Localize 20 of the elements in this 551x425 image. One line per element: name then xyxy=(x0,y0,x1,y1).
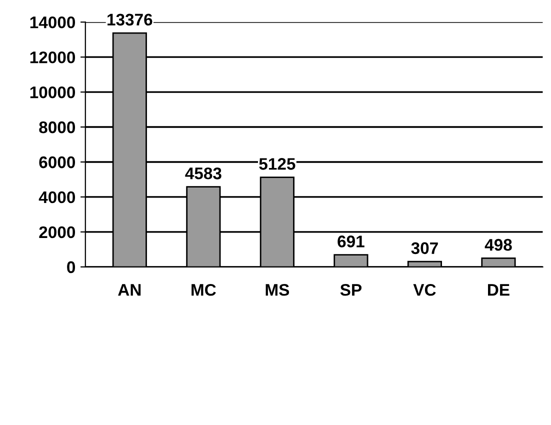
y-tick-label: 10000 xyxy=(30,86,76,98)
y-tick-label: 2000 xyxy=(39,226,76,238)
x-tick-label: VC xyxy=(413,284,436,296)
x-tick-label: MS xyxy=(266,284,290,296)
data-label: 307 xyxy=(411,242,438,254)
data-label: 4583 xyxy=(185,168,222,180)
y-tick-label: 6000 xyxy=(39,156,76,168)
y-tick-label: 8000 xyxy=(39,121,76,134)
x-tick-label: AN xyxy=(118,284,141,296)
y-tick-label: 14000 xyxy=(30,16,76,28)
x-tick-label: DE xyxy=(488,284,510,296)
y-tick-label: 0 xyxy=(67,261,75,274)
data-label: 5125 xyxy=(259,158,296,170)
y-tick-label: 12000 xyxy=(30,51,76,64)
x-tick-label: SP xyxy=(340,284,362,296)
x-tick-label: MC xyxy=(192,284,216,296)
data-label: 691 xyxy=(338,236,364,248)
y-tick-label: 4000 xyxy=(38,191,76,204)
data-label: 13376 xyxy=(108,14,152,26)
data-label: 498 xyxy=(484,238,512,251)
